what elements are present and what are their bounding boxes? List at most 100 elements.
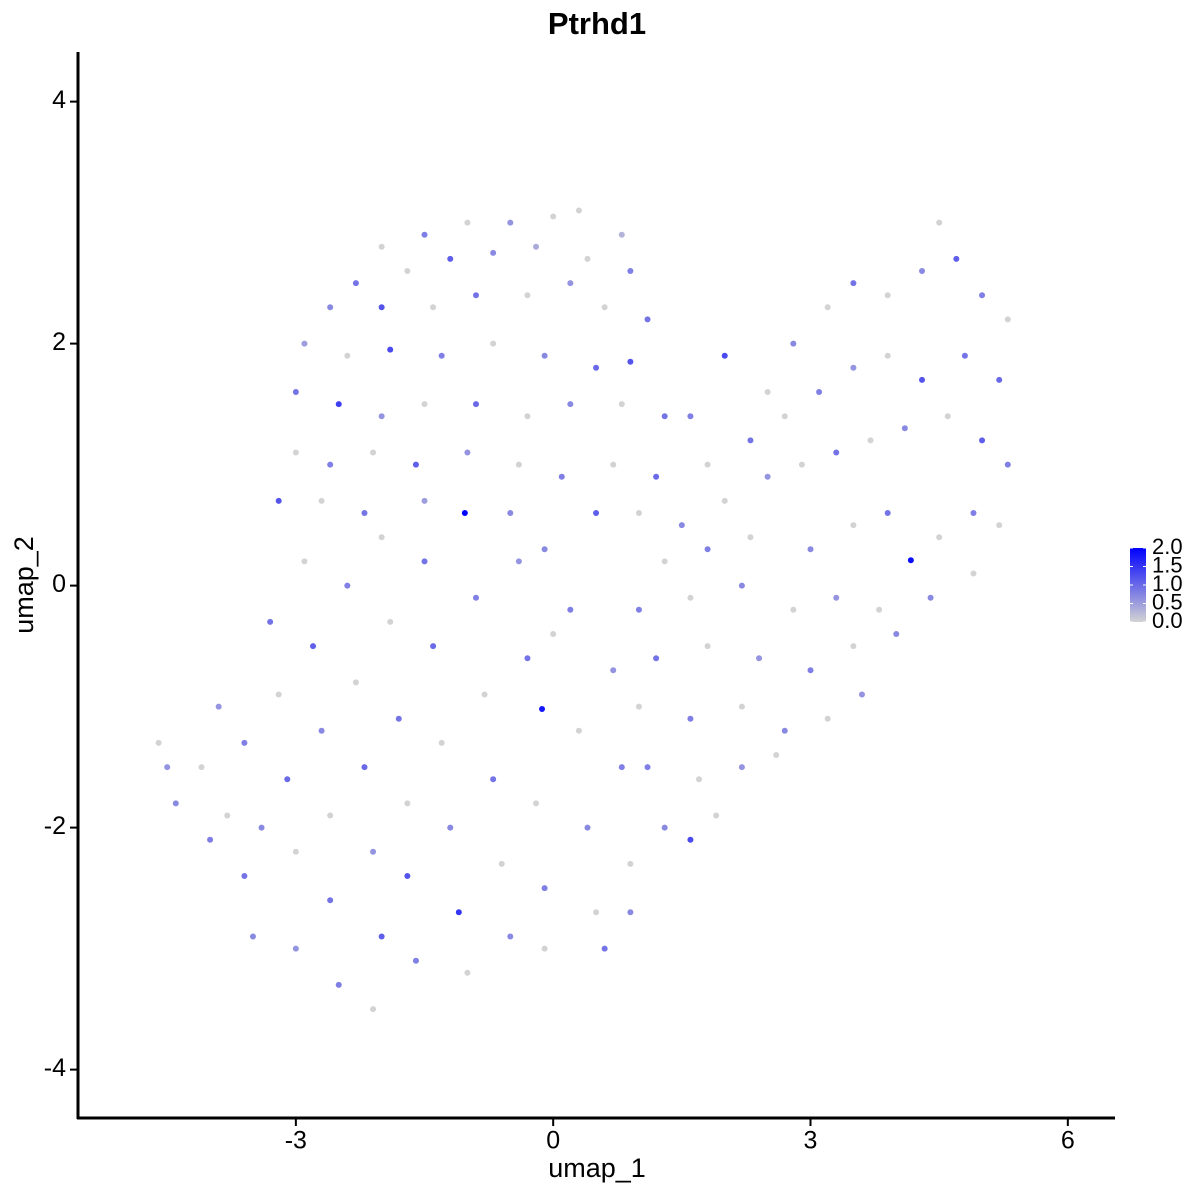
point: [550, 213, 557, 220]
point: [790, 340, 797, 347]
point: [970, 570, 977, 577]
point: [472, 292, 479, 299]
point: [490, 776, 497, 783]
point: [344, 582, 351, 589]
point: [919, 268, 926, 275]
point: [421, 558, 428, 565]
point: [241, 739, 248, 746]
point: [919, 376, 926, 383]
point: [644, 316, 651, 323]
point: [781, 727, 788, 734]
point: [335, 401, 342, 408]
point: [687, 715, 694, 722]
point: [387, 618, 394, 625]
point: [781, 413, 788, 420]
point: [275, 497, 282, 504]
point: [601, 304, 608, 311]
point: [884, 510, 891, 517]
point: [970, 510, 977, 517]
y-tick-label: 2: [52, 328, 66, 356]
point: [798, 461, 805, 468]
point: [533, 800, 540, 807]
x-tick-label: -3: [285, 1127, 307, 1155]
point: [704, 546, 711, 553]
point: [541, 352, 548, 359]
point: [713, 812, 720, 819]
point: [850, 643, 857, 650]
point: [404, 800, 411, 807]
point: [258, 824, 265, 831]
point: [764, 389, 771, 396]
point: [687, 594, 694, 601]
point: [507, 510, 514, 517]
point: [704, 461, 711, 468]
point: [635, 510, 642, 517]
point: [438, 739, 445, 746]
point: [593, 364, 600, 371]
point: [447, 824, 454, 831]
point: [249, 933, 256, 940]
point: [678, 522, 685, 529]
point: [412, 957, 419, 964]
point: [370, 848, 377, 855]
point: [558, 473, 565, 480]
point: [721, 352, 728, 359]
point: [472, 594, 479, 601]
point: [292, 848, 299, 855]
point: [378, 243, 385, 250]
point: [490, 249, 497, 256]
point: [721, 497, 728, 504]
point: [352, 679, 359, 686]
point: [704, 643, 711, 650]
y-tick-label: 4: [52, 86, 66, 114]
point: [541, 885, 548, 892]
point: [241, 873, 248, 880]
y-tick-label: 0: [52, 570, 66, 598]
point: [207, 836, 214, 843]
point: [404, 873, 411, 880]
point: [464, 449, 471, 456]
point: [575, 207, 582, 214]
point: [567, 401, 574, 408]
point: [541, 945, 548, 952]
point: [327, 812, 334, 819]
point: [447, 255, 454, 262]
point: [327, 304, 334, 311]
point: [627, 268, 634, 275]
colorbar: [1130, 548, 1146, 622]
point: [461, 510, 468, 517]
point: [824, 715, 831, 722]
point: [395, 715, 402, 722]
point: [430, 304, 437, 311]
point: [653, 655, 660, 662]
point: [378, 413, 385, 420]
point: [884, 352, 891, 359]
point: [961, 352, 968, 359]
point: [635, 606, 642, 613]
point: [524, 655, 531, 662]
point: [524, 292, 531, 299]
point: [310, 643, 317, 650]
point: [455, 909, 462, 916]
point: [378, 933, 385, 940]
point: [850, 522, 857, 529]
point: [155, 739, 162, 746]
point: [575, 727, 582, 734]
point: [370, 449, 377, 456]
colorbar-tick-label: 1.0: [1152, 571, 1183, 596]
point: [378, 304, 385, 311]
point: [901, 425, 908, 432]
point: [627, 860, 634, 867]
point: [618, 231, 625, 238]
x-tick-label: 6: [1061, 1127, 1075, 1155]
x-tick-label: 0: [546, 1127, 560, 1155]
colorbar-tick-label: 0.5: [1152, 589, 1183, 614]
point: [198, 764, 205, 771]
point: [515, 558, 522, 565]
point: [618, 764, 625, 771]
point: [884, 292, 891, 299]
point: [618, 401, 625, 408]
point: [996, 376, 1003, 383]
point: [850, 280, 857, 287]
